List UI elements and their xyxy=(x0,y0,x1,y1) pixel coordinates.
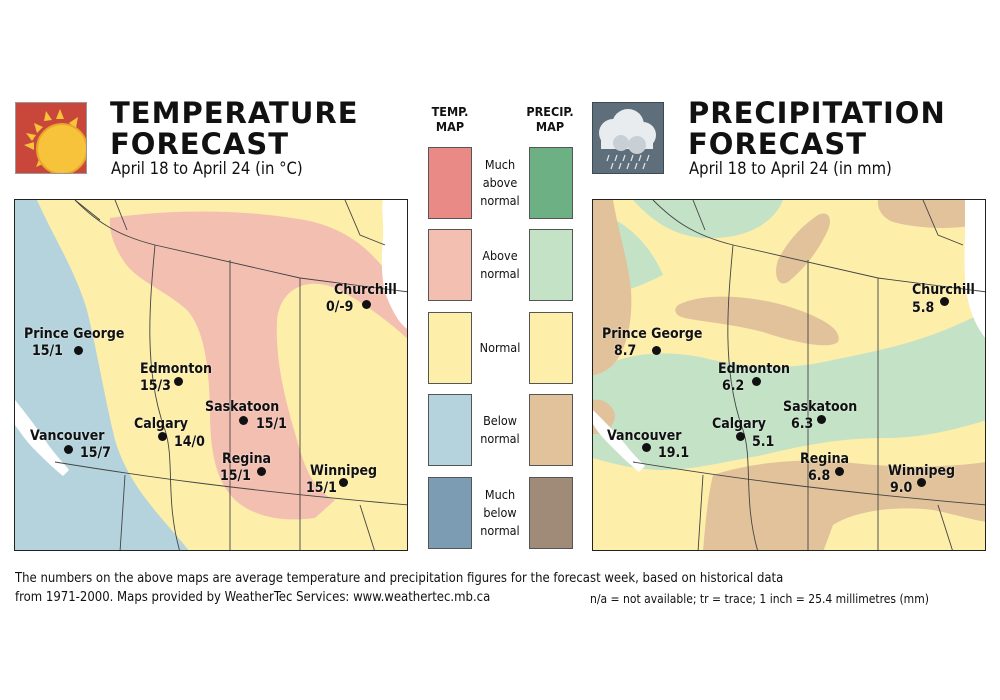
precip-city-label: Regina xyxy=(800,451,850,467)
precip-city-value: 6.8 xyxy=(808,468,831,484)
rain-cloud-icon xyxy=(592,102,664,174)
temp-city-dot xyxy=(64,445,73,454)
precip-city-value: 8.7 xyxy=(614,343,637,359)
precip-city-dot xyxy=(652,346,661,355)
legend-precip-swatch xyxy=(529,394,573,466)
temp-city-label: Vancouver xyxy=(30,428,105,444)
temp-city-label: Churchill xyxy=(334,282,397,298)
precip-city-value: 6.3 xyxy=(791,416,814,432)
precip-city-dot xyxy=(642,443,651,452)
temp-city-dot xyxy=(257,467,266,476)
temp-city-value: 15/7 xyxy=(80,445,111,461)
temperature-map xyxy=(14,199,408,551)
temp-city-label: Saskatoon xyxy=(205,399,280,415)
precip-city-label: Prince George xyxy=(602,326,703,342)
precip-city-dot xyxy=(917,478,926,487)
temp-city-dot xyxy=(362,300,371,309)
precip-city-dot xyxy=(752,377,761,386)
temperature-subtitle: April 18 to April 24 (in °C) xyxy=(111,159,303,178)
precip-city-value: 19.1 xyxy=(658,445,690,461)
precipitation-title: PRECIPITATION FORECAST xyxy=(688,96,946,161)
precip-city-label: Winnipeg xyxy=(888,463,956,479)
legend-temp-swatch xyxy=(428,477,472,549)
temp-city-dot xyxy=(174,377,183,386)
temp-city-value: 15/1 xyxy=(220,468,251,484)
temp-city-value: 15/3 xyxy=(140,378,171,394)
precip-city-value: 5.8 xyxy=(912,300,935,316)
temp-city-label: Winnipeg xyxy=(310,463,378,479)
precip-city-label: Edmonton xyxy=(718,361,791,377)
precip-city-label: Churchill xyxy=(912,282,975,298)
temp-city-value: 15/1 xyxy=(306,480,337,496)
temp-city-dot xyxy=(339,478,348,487)
legend-temp-swatch xyxy=(428,394,472,466)
legend-precip-swatch xyxy=(529,147,573,219)
temp-city-dot xyxy=(74,346,83,355)
footer-note: n/a = not available; tr = trace; 1 inch … xyxy=(590,592,929,606)
precipitation-subtitle: April 18 to April 24 (in mm) xyxy=(689,159,892,178)
temp-city-value: 0/-9 xyxy=(326,299,354,315)
precip-city-label: Saskatoon xyxy=(783,399,858,415)
legend-temp-heading: TEMP. MAP xyxy=(431,104,469,134)
precip-city-label: Calgary xyxy=(712,416,766,432)
temp-city-value: 14/0 xyxy=(174,434,205,450)
legend-category-label: Below normal xyxy=(480,413,520,446)
precipitation-map xyxy=(592,199,986,551)
temperature-title: TEMPERATURE FORECAST xyxy=(110,96,359,161)
legend-category-label: Above normal xyxy=(480,248,520,281)
temp-city-dot xyxy=(239,416,248,425)
legend-precip-swatch xyxy=(529,229,573,301)
legend-temp-swatch xyxy=(428,312,472,384)
legend-category-label: Much below normal xyxy=(480,487,520,538)
precip-city-value: 5.1 xyxy=(752,434,775,450)
precip-city-dot xyxy=(736,432,745,441)
legend-temp-swatch xyxy=(428,229,472,301)
precip-city-dot xyxy=(940,297,949,306)
temp-city-value: 15/1 xyxy=(32,343,63,359)
temp-city-value: 15/1 xyxy=(256,416,287,432)
temp-city-label: Prince George xyxy=(24,326,125,342)
legend-precip-swatch xyxy=(529,312,573,384)
legend-precip-swatch xyxy=(529,477,573,549)
precip-city-dot xyxy=(817,415,826,424)
precip-city-value: 6.2 xyxy=(722,378,745,394)
legend-category-label: Much above normal xyxy=(480,157,520,208)
temp-city-label: Calgary xyxy=(134,416,188,432)
footer-line-2: from 1971-2000. Maps provided by Weather… xyxy=(15,590,491,605)
legend-category-label: Normal xyxy=(479,340,521,355)
temp-city-label: Regina xyxy=(222,451,272,467)
temp-city-label: Edmonton xyxy=(140,361,213,377)
precip-city-value: 9.0 xyxy=(890,480,913,496)
footer-line-1: The numbers on the above maps are averag… xyxy=(15,571,784,586)
precip-city-label: Vancouver xyxy=(607,428,682,444)
legend-temp-swatch xyxy=(428,147,472,219)
precip-city-dot xyxy=(835,467,844,476)
legend-precip-heading: PRECIP. MAP xyxy=(526,104,574,134)
temp-city-dot xyxy=(158,432,167,441)
sun-icon xyxy=(15,102,88,175)
